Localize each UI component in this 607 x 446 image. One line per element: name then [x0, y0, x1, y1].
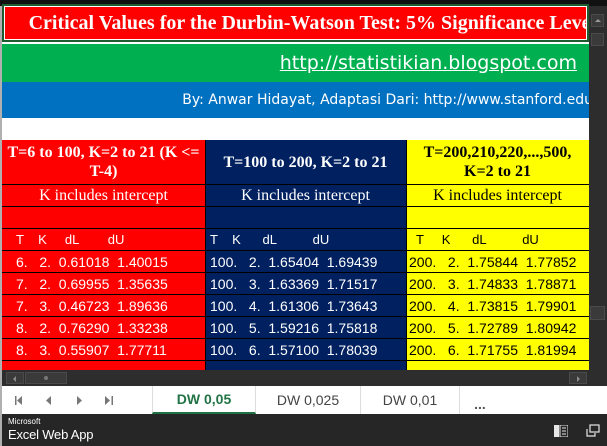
scroll-corner-button[interactable] — [590, 306, 605, 320]
popout-icon — [586, 424, 600, 437]
sheet-tab-bar: DW 0,05 DW 0,025 DW 0,01 ... — [0, 386, 607, 414]
table-row[interactable]: 100. 3. 1.63369 1.71517 — [205, 273, 406, 295]
tab-dw-0-025[interactable]: DW 0,025 — [276, 392, 340, 408]
blog-link[interactable]: http://statistikian.blogspot.com — [279, 52, 577, 74]
column-labels[interactable]: T K dL dU — [406, 229, 589, 251]
table-row[interactable]: 100. 5. 1.59216 1.75818 — [205, 317, 406, 339]
vertical-scrollbar[interactable] — [589, 6, 607, 386]
table-row[interactable]: 100. 4. 1.61306 1.73643 — [205, 295, 406, 317]
table-row[interactable]: 6. 2. 0.61018 1.40015 — [2, 251, 205, 273]
title-banner[interactable]: Critical Values for the Durbin-Watson Te… — [2, 4, 589, 42]
section-header[interactable]: T=6 to 100, K=2 to 21 (K <= T-4) — [2, 140, 205, 185]
scroll-left-button[interactable] — [6, 372, 24, 384]
url-banner[interactable]: http://statistikian.blogspot.com — [2, 44, 589, 82]
vertical-scroll-thumb[interactable] — [591, 33, 604, 46]
more-sheets-button[interactable]: ... — [474, 396, 486, 412]
brand-microsoft: Microsoft — [8, 417, 41, 426]
section-subheader[interactable]: K includes intercept — [2, 185, 205, 207]
section-subheader[interactable]: K includes intercept — [406, 185, 589, 207]
table-row[interactable]: 7. 2. 0.69955 1.35635 — [2, 273, 205, 295]
tab-dw-0-01[interactable]: DW 0,01 — [360, 386, 460, 414]
window-top-edge — [0, 0, 607, 6]
table-row[interactable]: 8. 2. 0.76290 1.33238 — [2, 317, 205, 339]
app-footer: Microsoft Excel Web App — [0, 414, 607, 446]
horizontal-scroll-thumb[interactable] — [25, 372, 67, 384]
table-row[interactable]: 200. 2. 1.75844 1.77852 — [406, 251, 589, 273]
brand-excel-web-app: Excel Web App — [8, 427, 94, 442]
byline-banner[interactable]: By: Anwar Hidayat, Adaptasi Dari: http:/… — [2, 82, 589, 118]
title-cell[interactable]: Critical Values for the Durbin-Watson Te… — [4, 6, 587, 40]
blank-row[interactable] — [2, 118, 589, 140]
table-row[interactable]: 100. 2. 1.65404 1.69439 — [205, 251, 406, 273]
table-row[interactable]: 7. 3. 0.46723 1.89636 — [2, 295, 205, 317]
last-sheet-icon — [105, 395, 113, 405]
last-sheet-button[interactable] — [94, 386, 124, 414]
open-in-new-window-button[interactable] — [586, 424, 600, 437]
section-t6-to-100: T=6 to 100, K=2 to 21 (K <= T-4) K inclu… — [2, 140, 205, 370]
byline-text: By: Anwar Hidayat, Adaptasi Dari: http:/… — [182, 92, 589, 108]
table-row[interactable]: 200. 4. 1.73815 1.79901 — [406, 295, 589, 317]
section-t200-to-500: T=200,210,220,...,500, K=2 to 21 K inclu… — [406, 140, 589, 370]
empty-row[interactable] — [406, 207, 589, 229]
section-t100-to-200: T=100 to 200, K=2 to 21 K includes inter… — [205, 140, 406, 370]
table-row[interactable]: 200. 3. 1.74833 1.78871 — [406, 273, 589, 295]
scroll-up-button[interactable] — [591, 14, 604, 27]
table-row[interactable]: 8. 3. 0.55907 1.77711 — [2, 339, 205, 361]
empty-row[interactable] — [205, 207, 406, 229]
section-subheader[interactable]: K includes intercept — [205, 185, 406, 207]
first-sheet-icon — [15, 395, 22, 405]
column-divider — [406, 140, 407, 370]
previous-sheet-icon — [46, 395, 51, 405]
column-divider — [205, 140, 206, 370]
section-header[interactable]: T=100 to 200, K=2 to 21 — [205, 140, 406, 185]
first-sheet-button[interactable] — [4, 386, 34, 414]
panel-view-button[interactable] — [554, 424, 569, 438]
next-sheet-icon — [77, 395, 82, 405]
tab-dw-0-05[interactable]: DW 0,05 — [152, 386, 256, 414]
empty-row[interactable] — [2, 207, 205, 229]
panel-view-icon — [554, 424, 569, 438]
table-row[interactable]: 100. 6. 1.57100 1.78039 — [205, 339, 406, 361]
next-sheet-button[interactable] — [64, 386, 94, 414]
previous-sheet-button[interactable] — [34, 386, 64, 414]
scroll-right-button[interactable] — [569, 372, 587, 384]
table-row[interactable]: 200. 5. 1.72789 1.80942 — [406, 317, 589, 339]
column-labels[interactable]: T K dL dU — [2, 229, 205, 251]
title-text: Critical Values for the Durbin-Watson Te… — [28, 11, 587, 34]
table-row[interactable]: 200. 6. 1.71755 1.81994 — [406, 339, 589, 361]
horizontal-scrollbar[interactable] — [0, 370, 607, 386]
sheet-navigation — [2, 386, 152, 414]
column-labels[interactable]: T K dL dU — [205, 229, 406, 251]
section-header[interactable]: T=200,210,220,...,500, K=2 to 21 — [406, 140, 589, 185]
